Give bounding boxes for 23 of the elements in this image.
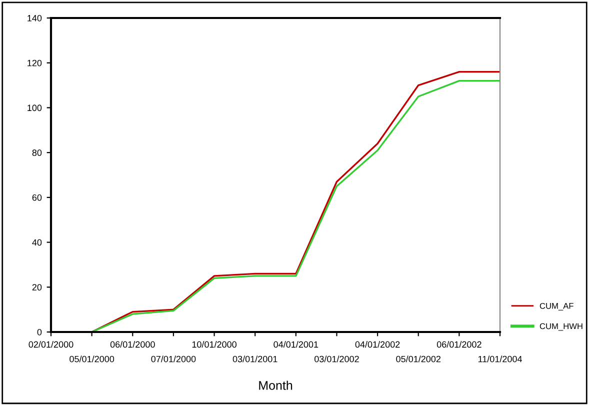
x-tick-label: 06/01/2000 bbox=[110, 341, 155, 348]
x-tick-label: 03/01/2001 bbox=[232, 356, 278, 362]
legend-label: CUM_HWH bbox=[540, 323, 582, 331]
y-tick-label: 140 bbox=[28, 14, 42, 22]
y-tick-label: 120 bbox=[28, 60, 42, 66]
y-tick-label: 40 bbox=[32, 239, 42, 246]
y-tick-label: 0 bbox=[37, 328, 42, 336]
x-axis-title: Month bbox=[259, 380, 292, 390]
y-tick-label: 20 bbox=[32, 284, 42, 291]
legend-label: CUM_AF bbox=[540, 302, 574, 310]
x-tick-label: 07/01/2000 bbox=[151, 356, 196, 362]
x-tick-label: 05/01/2000 bbox=[70, 356, 114, 362]
x-tick-label: 10/01/2000 bbox=[192, 341, 237, 348]
x-tick-label: 05/01/2002 bbox=[396, 356, 441, 362]
x-tick-label: 02/01/2000 bbox=[28, 341, 74, 348]
x-tick-label: 04/01/2001 bbox=[274, 341, 318, 348]
y-tick-label: 80 bbox=[32, 150, 42, 156]
x-tick-label: 04/01/2002 bbox=[355, 341, 400, 348]
x-tick-label: 11/01/2004 bbox=[478, 356, 522, 362]
y-tick-label: 100 bbox=[28, 104, 42, 112]
y-tick-label: 60 bbox=[32, 194, 42, 201]
x-tick-label: 06/01/2002 bbox=[436, 341, 482, 348]
x-tick-label: 03/01/2002 bbox=[314, 356, 359, 362]
